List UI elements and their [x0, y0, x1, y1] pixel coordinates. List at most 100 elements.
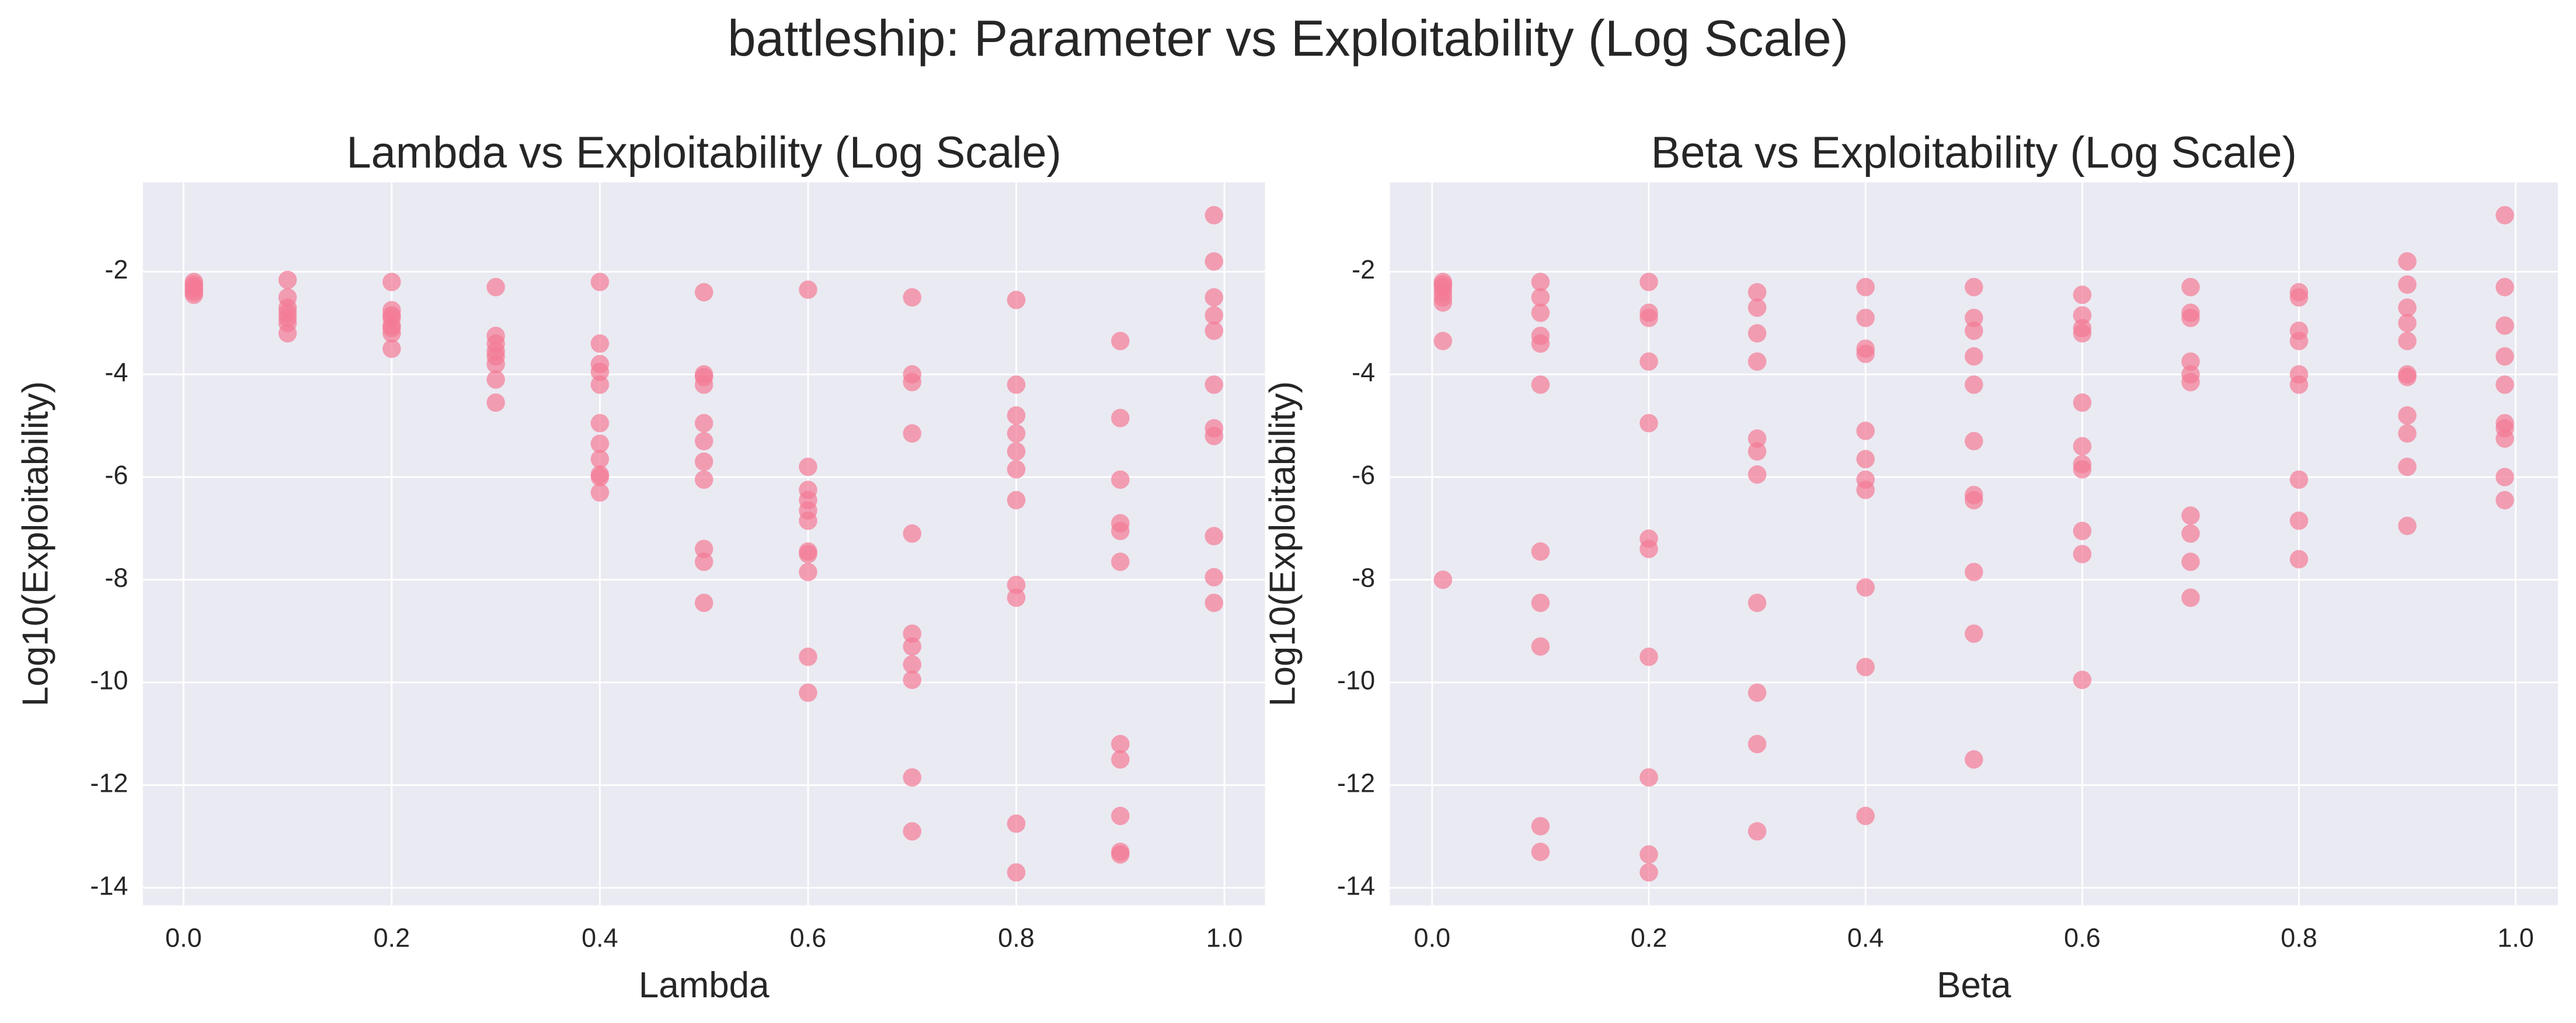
- scatter-point: [694, 593, 713, 613]
- y-tick-label: -10: [90, 666, 128, 695]
- y-tick-label: -10: [1337, 666, 1375, 695]
- scatter-point: [1964, 321, 1983, 340]
- y-tick-label: -2: [105, 255, 128, 284]
- scatter-point: [1747, 283, 1767, 302]
- scatter-point: [2398, 424, 2417, 443]
- scatter-point: [1007, 588, 1026, 607]
- scatter-point: [1531, 303, 1550, 322]
- y-tick-label: -14: [1337, 871, 1375, 900]
- scatter-point: [2181, 506, 2200, 525]
- scatter-point: [2398, 314, 2417, 333]
- scatter-point: [1007, 406, 1026, 425]
- y-axis-label: Log10(Exploitability): [1262, 381, 1303, 707]
- subplot-title: Lambda vs Exploitability (Log Scale): [346, 128, 1061, 178]
- scatter-point: [1111, 750, 1130, 769]
- scatter-point: [1964, 277, 1983, 297]
- scatter-point: [486, 370, 505, 389]
- scatter-point: [590, 413, 610, 433]
- scatter-point: [694, 375, 713, 394]
- x-axis-label: Lambda: [639, 965, 770, 1005]
- scatter-point: [903, 288, 922, 307]
- scatter-point: [2495, 468, 2514, 486]
- scatter-point: [2398, 275, 2417, 294]
- scatter-point: [1964, 562, 1983, 582]
- scatter-point: [2398, 298, 2417, 317]
- scatter-point: [903, 637, 922, 656]
- scatter-point: [2073, 545, 2092, 563]
- scatter-point: [2073, 437, 2092, 456]
- scatter-point: [1007, 863, 1026, 882]
- scatter-point: [2398, 406, 2417, 425]
- scatter-point: [1007, 375, 1026, 394]
- scatter-point: [903, 624, 922, 643]
- y-tick-label: -4: [1352, 357, 1375, 387]
- scatter-point: [2495, 429, 2514, 448]
- scatter-point: [2181, 373, 2200, 392]
- y-tick-label: -6: [1352, 460, 1375, 490]
- scatter-point: [590, 450, 610, 469]
- scatter-point: [694, 540, 713, 558]
- scatter-point: [486, 277, 505, 297]
- x-tick-label: 0.6: [2064, 923, 2101, 952]
- scatter-point: [1856, 308, 1875, 328]
- scatter-point: [1964, 750, 1983, 769]
- scatter-point: [1856, 422, 1875, 440]
- scatter-point: [1205, 252, 1224, 271]
- scatter-point: [1747, 352, 1767, 371]
- scatter-point: [2289, 549, 2309, 569]
- scatter-point: [2495, 347, 2514, 366]
- scatter-point: [2289, 288, 2309, 307]
- subplot: -14 -12 -10 -8 -6 -4 -2 0.0 0.2 0.4 0.6 0.8 1.0 Lambd…: [16, 128, 1265, 1005]
- scatter-point: [590, 363, 610, 381]
- scatter-point: [903, 822, 922, 841]
- x-tick-label: 0.2: [374, 923, 410, 952]
- scatter-point: [1964, 347, 1983, 366]
- scatter-point: [1007, 575, 1026, 594]
- scatter-point: [1639, 845, 1658, 864]
- scatter-point: [903, 670, 922, 690]
- scatter-point: [903, 373, 922, 392]
- scatter-point: [1856, 657, 1875, 677]
- scatter-point: [1205, 306, 1224, 325]
- scatter-point: [2073, 670, 2092, 690]
- scatter-point: [1531, 273, 1550, 291]
- y-tick-label: -8: [1352, 563, 1375, 593]
- scatter-point: [903, 424, 922, 443]
- scatter-point: [1111, 332, 1130, 350]
- scatter-point: [1531, 817, 1550, 836]
- scatter-point: [799, 280, 817, 299]
- scatter-point: [1111, 806, 1130, 826]
- scatter-point: [1531, 637, 1550, 656]
- scatter-point: [2495, 316, 2514, 335]
- scatter-point: [1111, 470, 1130, 489]
- scatter-point: [2289, 470, 2309, 489]
- scatter-point: [1639, 413, 1658, 433]
- scatter-point: [1747, 465, 1767, 484]
- x-tick-label: 0.0: [1414, 923, 1451, 952]
- scatter-point: [1205, 426, 1224, 446]
- scatter-point: [2289, 511, 2309, 530]
- scatter-point: [1433, 332, 1453, 350]
- scatter-point: [2181, 588, 2200, 607]
- scatter-point: [2495, 206, 2514, 225]
- scatter-point: [590, 375, 610, 394]
- scatter-point: [1747, 324, 1767, 343]
- x-tick-label: 0.2: [1631, 923, 1668, 952]
- scatter-point: [799, 457, 817, 476]
- scatter-point: [1007, 290, 1026, 309]
- x-tick-label: 0.8: [2281, 923, 2317, 952]
- scatter-point: [2398, 367, 2417, 387]
- scatter-point: [1639, 768, 1658, 787]
- scatter-point: [590, 483, 610, 502]
- scatter-point: [694, 432, 713, 451]
- scatter-point: [2495, 375, 2514, 394]
- scatter-point: [2289, 332, 2309, 350]
- scatter-point: [1856, 277, 1875, 297]
- scatter-point: [694, 470, 713, 489]
- scatter-point: [1007, 442, 1026, 461]
- scatter-point: [590, 468, 610, 486]
- scatter-point: [1205, 206, 1224, 225]
- x-tick-label: 0.6: [790, 923, 827, 952]
- scatter-point: [1531, 593, 1550, 613]
- scatter-point: [694, 283, 713, 302]
